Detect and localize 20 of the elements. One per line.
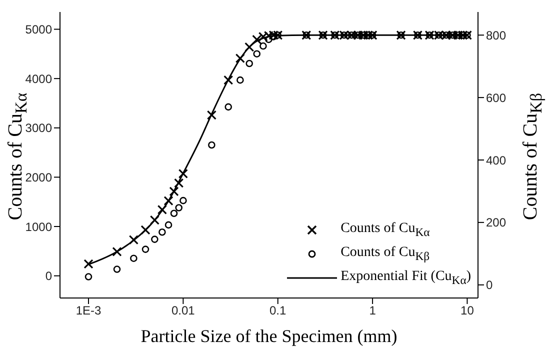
- x-tick-label: 1E-3: [76, 304, 102, 318]
- x-tick-label: 10: [460, 304, 474, 318]
- y2-tick-label: 0: [486, 278, 493, 292]
- legend-label: Counts of Cu$_{Kβ}$: [340, 245, 430, 263]
- y-tick-label: 2000: [25, 170, 52, 184]
- y-tick-label: 0: [45, 269, 52, 284]
- y2-tick-label: 400: [486, 153, 506, 168]
- y2-tick-label: 800: [486, 28, 506, 42]
- y2-tick-label: 600: [486, 90, 506, 105]
- y-tick-label: 4000: [25, 72, 52, 86]
- x-axis-title: Particle Size of the Specimen (mm): [140, 326, 398, 347]
- legend-label: Counts of Cu$_{Kα}$: [340, 221, 430, 239]
- y-tick-label: 5000: [25, 22, 52, 37]
- x-tick-label: 0.01: [172, 304, 196, 318]
- y-tick-label: 3000: [25, 121, 52, 136]
- legend-label: Exponential Fit (Cu$_{Kα}$): [340, 269, 471, 287]
- x-tick-label: 0.1: [270, 304, 287, 318]
- y-tick-label: 1000: [25, 220, 52, 234]
- y2-tick-label: 200: [486, 216, 506, 230]
- x-tick-label: 1: [369, 304, 376, 318]
